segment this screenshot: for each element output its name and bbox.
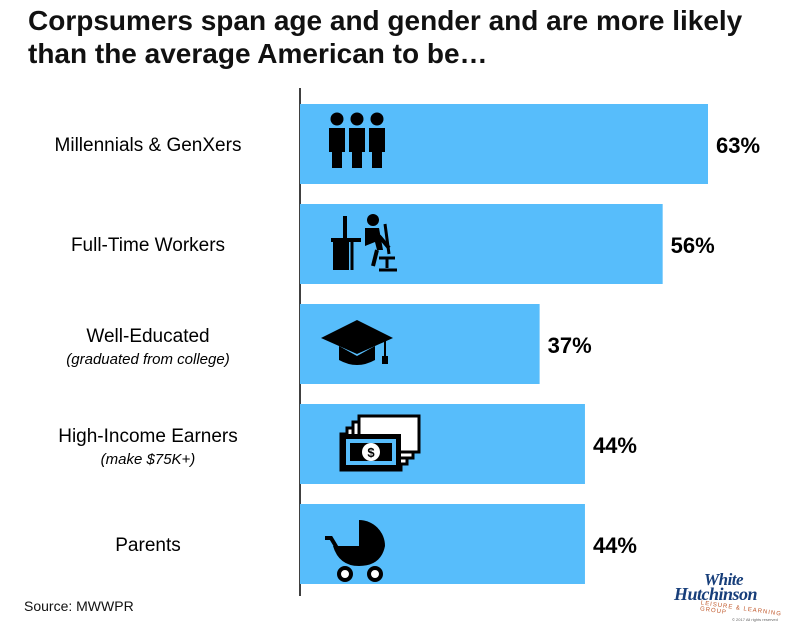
category-sublabel: (make $75K+) bbox=[101, 451, 196, 468]
value-label: 63% bbox=[716, 133, 760, 158]
group-of-people-icon bbox=[329, 112, 385, 168]
category-sublabel: (graduated from college) bbox=[66, 351, 229, 368]
graduation-cap-icon bbox=[321, 320, 393, 365]
svg-text:$: $ bbox=[367, 445, 375, 460]
value-label: 44% bbox=[593, 433, 637, 458]
category-label: Full-Time Workers bbox=[71, 235, 225, 256]
desk-worker-icon bbox=[331, 214, 397, 272]
bar bbox=[300, 204, 663, 284]
category-label: Millennials & GenXers bbox=[55, 135, 242, 156]
bar bbox=[300, 104, 708, 184]
chart-title: Corpsumers span age and gender and are m… bbox=[28, 4, 788, 70]
chart-title-line-1: Corpsumers span age and gender and are m… bbox=[28, 5, 743, 36]
logo-line-2: Hutchinson bbox=[674, 584, 758, 604]
category-label: Parents bbox=[115, 535, 180, 556]
source-note: Source: MWWPR bbox=[24, 598, 134, 614]
logo-copyright: © 2017 All rights reserved bbox=[732, 617, 778, 622]
value-label: 37% bbox=[548, 333, 592, 358]
value-label: 44% bbox=[593, 533, 637, 558]
chart-title-line-2: than the average American to be… bbox=[28, 38, 488, 69]
money-bills-icon: $ bbox=[339, 414, 421, 472]
category-label: Well-Educated bbox=[86, 326, 209, 347]
category-label: High-Income Earners bbox=[58, 426, 238, 447]
baby-stroller-icon bbox=[325, 520, 385, 582]
logo-line-1: White bbox=[704, 570, 744, 589]
value-label: 56% bbox=[671, 233, 715, 258]
white-hutchinson-logo: White Hutchinson LEISURE & LEARNING GROU… bbox=[670, 570, 782, 622]
